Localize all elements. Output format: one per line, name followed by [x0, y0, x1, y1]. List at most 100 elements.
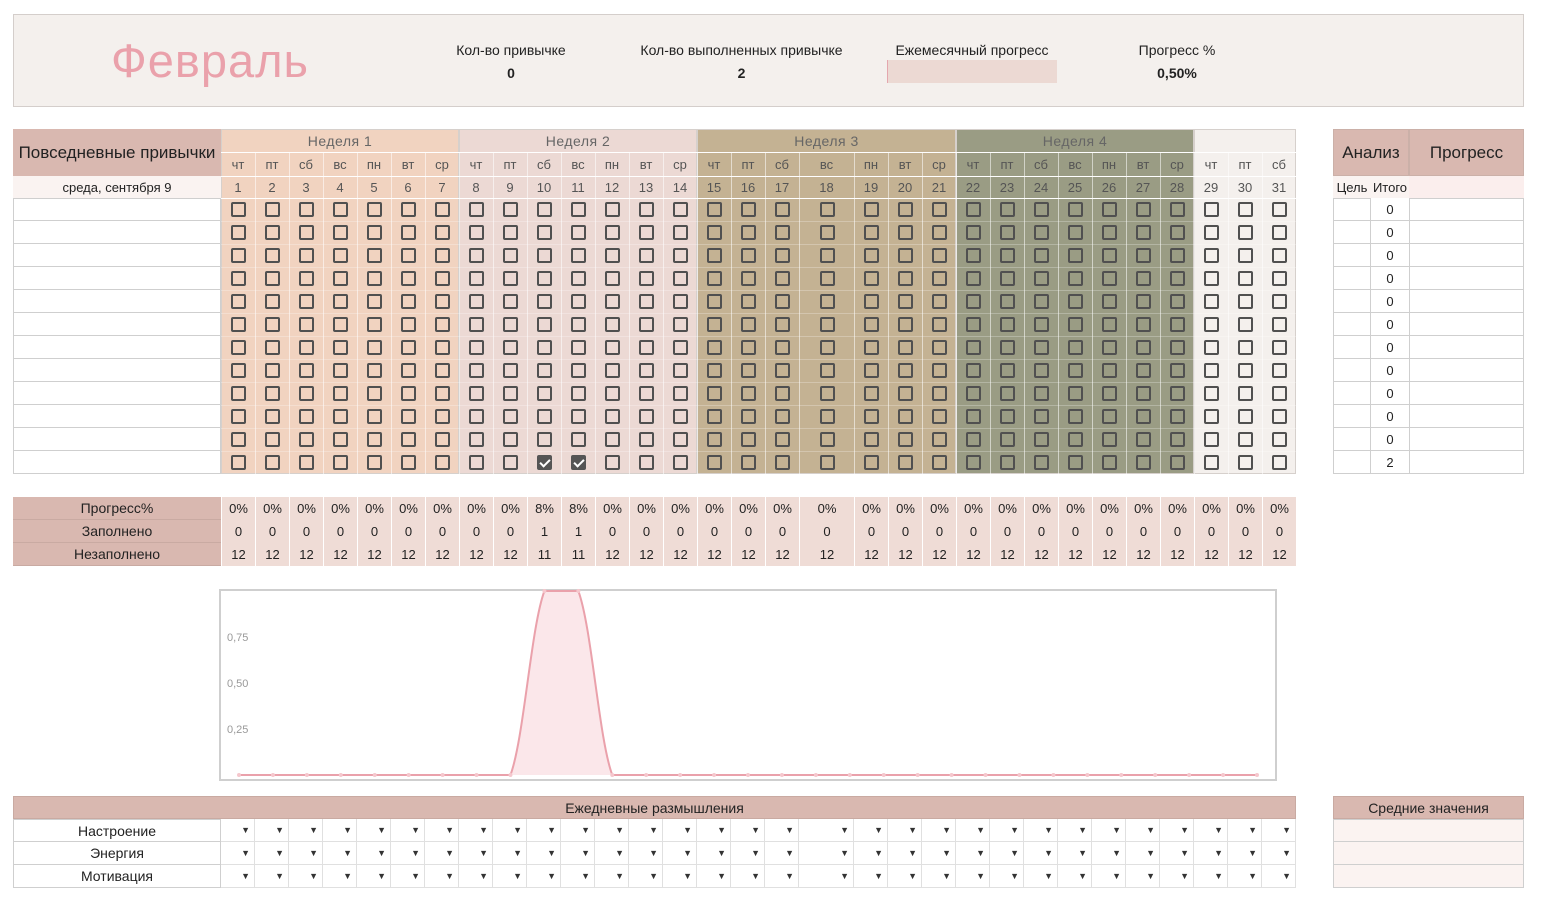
habit-checkbox[interactable]: [966, 317, 981, 332]
chevron-down-icon[interactable]: ▼: [255, 842, 289, 865]
habit-checkbox[interactable]: [1170, 432, 1185, 447]
habit-name-cell[interactable]: [13, 290, 221, 313]
habit-checkbox[interactable]: [673, 409, 688, 424]
chevron-down-icon[interactable]: ▼: [1058, 865, 1092, 888]
habit-checkbox[interactable]: [367, 409, 382, 424]
habit-checkbox[interactable]: [966, 363, 981, 378]
habit-checkbox[interactable]: [537, 455, 552, 470]
habit-checkbox[interactable]: [639, 432, 654, 447]
habit-checkbox[interactable]: [1272, 248, 1287, 263]
chevron-down-icon[interactable]: ▼: [255, 819, 289, 842]
habit-checkbox[interactable]: [469, 317, 484, 332]
chevron-down-icon[interactable]: ▼: [1126, 865, 1160, 888]
habit-checkbox[interactable]: [932, 271, 947, 286]
habit-checkbox[interactable]: [265, 271, 280, 286]
habit-checkbox[interactable]: [401, 317, 416, 332]
habit-checkbox[interactable]: [898, 294, 913, 309]
habit-checkbox[interactable]: [435, 455, 450, 470]
habit-checkbox[interactable]: [333, 455, 348, 470]
habit-checkbox[interactable]: [639, 225, 654, 240]
habit-checkbox[interactable]: [707, 409, 722, 424]
habit-checkbox[interactable]: [367, 432, 382, 447]
habit-checkbox[interactable]: [864, 340, 879, 355]
habit-checkbox[interactable]: [932, 248, 947, 263]
habit-checkbox[interactable]: [966, 409, 981, 424]
habit-checkbox[interactable]: [1238, 455, 1253, 470]
habit-checkbox[interactable]: [1136, 432, 1151, 447]
habit-checkbox[interactable]: [299, 455, 314, 470]
chevron-down-icon[interactable]: ▼: [956, 842, 990, 865]
habit-checkbox[interactable]: [1068, 271, 1083, 286]
habit-checkbox[interactable]: [864, 455, 879, 470]
habit-checkbox[interactable]: [299, 432, 314, 447]
chevron-down-icon[interactable]: ▼: [1228, 865, 1262, 888]
habit-checkbox[interactable]: [503, 225, 518, 240]
chevron-down-icon[interactable]: ▼: [1092, 842, 1126, 865]
habit-checkbox[interactable]: [707, 202, 722, 217]
habit-checkbox[interactable]: [503, 409, 518, 424]
habit-checkbox[interactable]: [1238, 202, 1253, 217]
habit-checkbox[interactable]: [537, 363, 552, 378]
goal-cell[interactable]: [1333, 336, 1371, 359]
habit-checkbox[interactable]: [820, 202, 835, 217]
habit-checkbox[interactable]: [1068, 363, 1083, 378]
habit-checkbox[interactable]: [231, 248, 246, 263]
habit-name-cell[interactable]: [13, 336, 221, 359]
habit-checkbox[interactable]: [1068, 409, 1083, 424]
chevron-down-icon[interactable]: ▼: [595, 819, 629, 842]
habit-checkbox[interactable]: [1238, 432, 1253, 447]
habit-checkbox[interactable]: [864, 294, 879, 309]
habit-checkbox[interactable]: [898, 386, 913, 401]
habit-checkbox[interactable]: [1102, 340, 1117, 355]
habit-checkbox[interactable]: [1102, 248, 1117, 263]
habit-checkbox[interactable]: [1170, 202, 1185, 217]
habit-checkbox[interactable]: [1068, 432, 1083, 447]
habit-checkbox[interactable]: [864, 317, 879, 332]
habit-checkbox[interactable]: [231, 317, 246, 332]
habit-checkbox[interactable]: [1034, 225, 1049, 240]
habit-checkbox[interactable]: [707, 455, 722, 470]
chevron-down-icon[interactable]: ▼: [1126, 819, 1160, 842]
habit-checkbox[interactable]: [401, 455, 416, 470]
chevron-down-icon[interactable]: ▼: [765, 819, 799, 842]
chevron-down-icon[interactable]: ▼: [1126, 842, 1160, 865]
chevron-down-icon[interactable]: ▼: [323, 819, 357, 842]
habit-checkbox[interactable]: [1102, 432, 1117, 447]
habit-checkbox[interactable]: [1034, 340, 1049, 355]
habit-checkbox[interactable]: [741, 340, 756, 355]
chevron-down-icon[interactable]: ▼: [1194, 842, 1228, 865]
chevron-down-icon[interactable]: ▼: [629, 842, 663, 865]
chevron-down-icon[interactable]: ▼: [697, 865, 731, 888]
habit-checkbox[interactable]: [265, 225, 280, 240]
habit-checkbox[interactable]: [265, 363, 280, 378]
habit-checkbox[interactable]: [231, 225, 246, 240]
habit-checkbox[interactable]: [1136, 317, 1151, 332]
chevron-down-icon[interactable]: ▼: [1228, 819, 1262, 842]
chevron-down-icon[interactable]: ▼: [888, 842, 922, 865]
habit-checkbox[interactable]: [1136, 455, 1151, 470]
chevron-down-icon[interactable]: ▼: [799, 842, 854, 865]
habit-checkbox[interactable]: [299, 363, 314, 378]
habit-name-cell[interactable]: [13, 198, 221, 221]
habit-checkbox[interactable]: [503, 294, 518, 309]
habit-checkbox[interactable]: [864, 271, 879, 286]
habit-checkbox[interactable]: [605, 248, 620, 263]
habit-checkbox[interactable]: [1272, 317, 1287, 332]
habit-checkbox[interactable]: [820, 317, 835, 332]
habit-name-cell[interactable]: [13, 359, 221, 382]
habit-checkbox[interactable]: [265, 248, 280, 263]
habit-checkbox[interactable]: [741, 294, 756, 309]
habit-checkbox[interactable]: [775, 409, 790, 424]
habit-checkbox[interactable]: [639, 202, 654, 217]
chevron-down-icon[interactable]: ▼: [289, 819, 323, 842]
habit-checkbox[interactable]: [1170, 409, 1185, 424]
habit-checkbox[interactable]: [1204, 317, 1219, 332]
habit-checkbox[interactable]: [966, 202, 981, 217]
habit-checkbox[interactable]: [1068, 294, 1083, 309]
habit-checkbox[interactable]: [469, 409, 484, 424]
habit-checkbox[interactable]: [741, 432, 756, 447]
habit-checkbox[interactable]: [1136, 294, 1151, 309]
habit-checkbox[interactable]: [1136, 271, 1151, 286]
habit-checkbox[interactable]: [1102, 455, 1117, 470]
habit-checkbox[interactable]: [231, 340, 246, 355]
